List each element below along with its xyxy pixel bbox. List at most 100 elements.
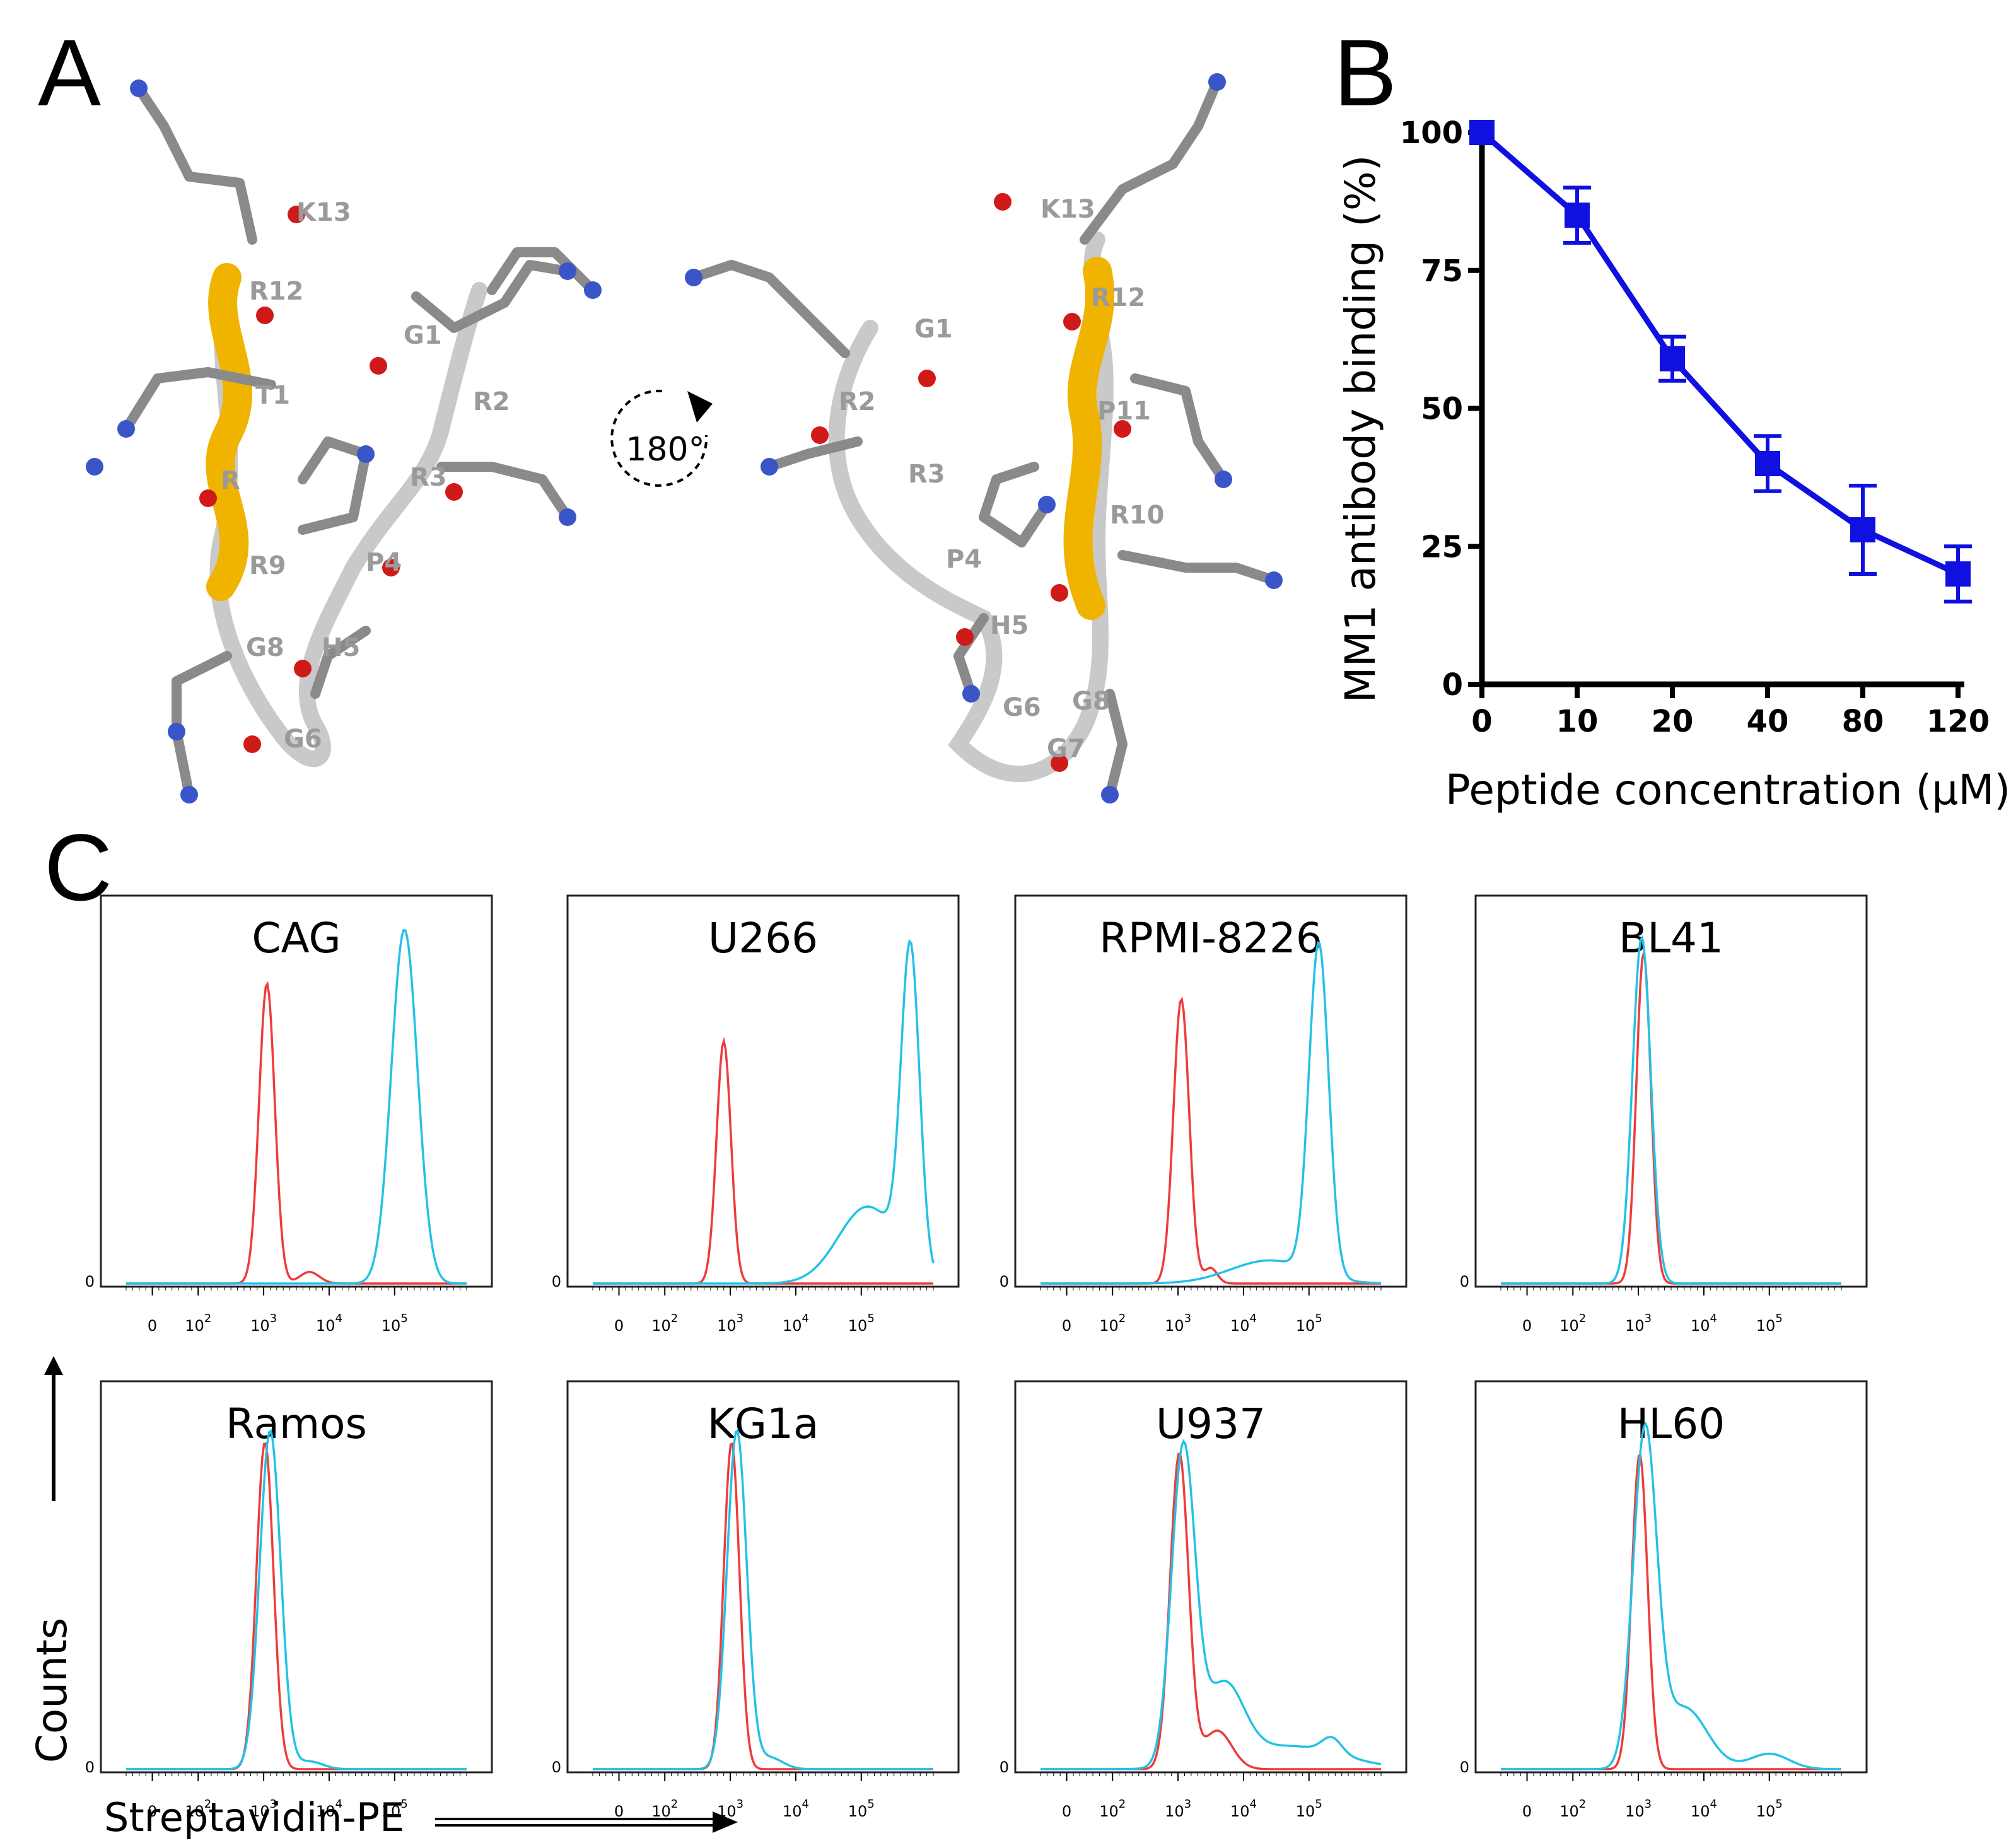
control-trace	[1501, 952, 1841, 1285]
y-tick-label: 0	[1442, 667, 1463, 703]
peptide-trace	[593, 939, 935, 1285]
y-tick-label: 25	[1421, 529, 1463, 564]
x-tick-label: 0	[1522, 1317, 1532, 1335]
x-tick-label: 102	[185, 1798, 211, 1820]
residue-label: P4	[946, 545, 982, 574]
histogram-bl41: BL41 0 0 102 103 104 105	[1460, 894, 1868, 1335]
arrowhead-icon	[687, 391, 713, 423]
chart-axes: 0 25 50 75 100 0 10 20 40 80 120	[1400, 115, 1990, 739]
x-tick-label: 0	[1522, 1803, 1532, 1820]
control-trace	[1501, 1453, 1841, 1770]
y-zero-label: 0	[1460, 1758, 1469, 1776]
streptavidin-arrow	[435, 1811, 738, 1833]
rotation-arrow	[610, 389, 708, 487]
residue-label: G8	[246, 633, 284, 662]
residue-label: T1	[255, 381, 290, 410]
residue-label: K13	[1040, 195, 1095, 224]
peptide-trace	[1501, 1421, 1841, 1770]
x-tick-label: 102	[1099, 1312, 1126, 1335]
cell-line-label: BL41	[1619, 914, 1723, 962]
y-zero-label: 0	[1000, 1273, 1009, 1290]
helix-ribbon	[206, 263, 252, 601]
x-tick-label: 80	[1842, 704, 1884, 739]
counts-axis-label: Counts	[28, 1356, 76, 1763]
y-zero-label: 0	[552, 1273, 561, 1290]
data-point	[1850, 517, 1875, 542]
x-tick-label: 104	[1230, 1312, 1257, 1335]
x-tick-label: 10	[1556, 704, 1599, 739]
x-tick-label: 103	[1625, 1798, 1652, 1820]
residue-label: P11	[1097, 397, 1151, 426]
side-chains	[689, 77, 1279, 800]
x-tick-label: 0	[1062, 1317, 1071, 1335]
control-trace	[593, 1442, 933, 1770]
x-tick-label: 103	[1625, 1312, 1652, 1335]
residue-label: G1	[404, 321, 442, 350]
y-zero-label: 0	[85, 1758, 95, 1776]
x-tick-label: 120	[1926, 704, 1990, 739]
x-tick-label: 40	[1747, 704, 1789, 739]
x-axis-title: Peptide concentration (μM)	[1445, 766, 2010, 814]
x-tick-label: 0	[148, 1317, 157, 1335]
x-tick-label: 105	[382, 1312, 408, 1335]
peptide-trace	[593, 1429, 933, 1770]
x-tick-label: 102	[1099, 1798, 1126, 1820]
x-tick-label: 103	[717, 1312, 743, 1335]
y-axis-title: MM1 antibody binding (%)	[1336, 155, 1385, 703]
panel-label-a: A	[38, 20, 102, 126]
peptide-structure-figure: K13 R12 G1 R2 T1 R3 R P4 R9 G8 H5 G6 180…	[86, 73, 1283, 804]
x-tick-label: 102	[651, 1312, 678, 1335]
y-zero-label: 0	[1460, 1273, 1469, 1290]
peptide-trace	[1040, 941, 1381, 1285]
nitrogen-atoms	[86, 79, 602, 804]
side-chains	[121, 83, 598, 800]
residue-label: H5	[322, 633, 360, 662]
left-residue-labels: K13 R12 G1 R2 T1 R3 R P4 R9 G8 H5 G6	[221, 198, 510, 754]
binding-inhibition-chart: 0 25 50 75 100 0 10 20 40 80 120 MM1 antibody bind…	[1336, 115, 2010, 814]
cell-line-label: Ramos	[226, 1400, 367, 1448]
data-point	[1755, 451, 1780, 476]
oxygen-atoms	[811, 193, 1131, 772]
x-tick-label: 104	[1230, 1798, 1257, 1820]
residue-label: R3	[410, 463, 447, 492]
x-tick-label: 105	[382, 1798, 408, 1820]
x-tick-label: 105	[1756, 1312, 1783, 1335]
data-point	[1945, 561, 1971, 587]
peptide-trace	[1040, 1439, 1382, 1770]
backbone-ribbon	[828, 231, 1114, 783]
x-tick-label: 103	[1165, 1798, 1191, 1820]
x-tick-label: 105	[1756, 1798, 1783, 1820]
x-tick-label: 0	[148, 1803, 157, 1820]
control-trace	[1040, 996, 1381, 1285]
residue-label: R10	[1110, 501, 1164, 530]
y-zero-label: 0	[1000, 1758, 1009, 1776]
histogram-u266: U266 0 0 102 103 104 105	[552, 894, 960, 1335]
residue-label: R12	[1091, 283, 1145, 312]
peptide-trace	[1501, 935, 1841, 1285]
cell-line-label: KG1a	[708, 1400, 819, 1448]
histogram-cag: CAG 0 0 102 103 104 105	[85, 894, 493, 1335]
cell-line-label: U937	[1156, 1400, 1266, 1448]
panel-label-b: B	[1334, 20, 1397, 126]
x-tick-label: 104	[316, 1798, 342, 1820]
x-tick-label: 20	[1652, 704, 1694, 739]
streptavidin-pe-label: Streptavidin-PE	[104, 1794, 405, 1840]
peptide-trace	[126, 928, 467, 1285]
cell-line-label: U266	[708, 914, 818, 962]
residue-label: R2	[473, 387, 510, 416]
oxygen-atoms	[199, 206, 463, 753]
x-tick-label: 104	[1691, 1798, 1717, 1820]
left-peptide-model: K13 R12 G1 R2 T1 R3 R P4 R9 G8 H5 G6	[86, 79, 602, 804]
x-tick-label: 105	[848, 1312, 875, 1335]
counts-label: Counts	[28, 1618, 76, 1763]
arrowhead-icon	[713, 1811, 738, 1833]
histogram-rpmi-8226: RPMI-8226 0 0 102 103 104 105	[1000, 894, 1408, 1335]
x-tick-label: 0	[1471, 704, 1492, 739]
x-tick-label: 0	[1062, 1803, 1071, 1820]
fit-curve	[1480, 130, 1959, 577]
x-tick-label: 105	[1296, 1312, 1322, 1335]
x-tick-label: 102	[651, 1798, 678, 1820]
data-point	[1469, 120, 1495, 145]
rotation-indicator: 180°	[610, 389, 713, 487]
